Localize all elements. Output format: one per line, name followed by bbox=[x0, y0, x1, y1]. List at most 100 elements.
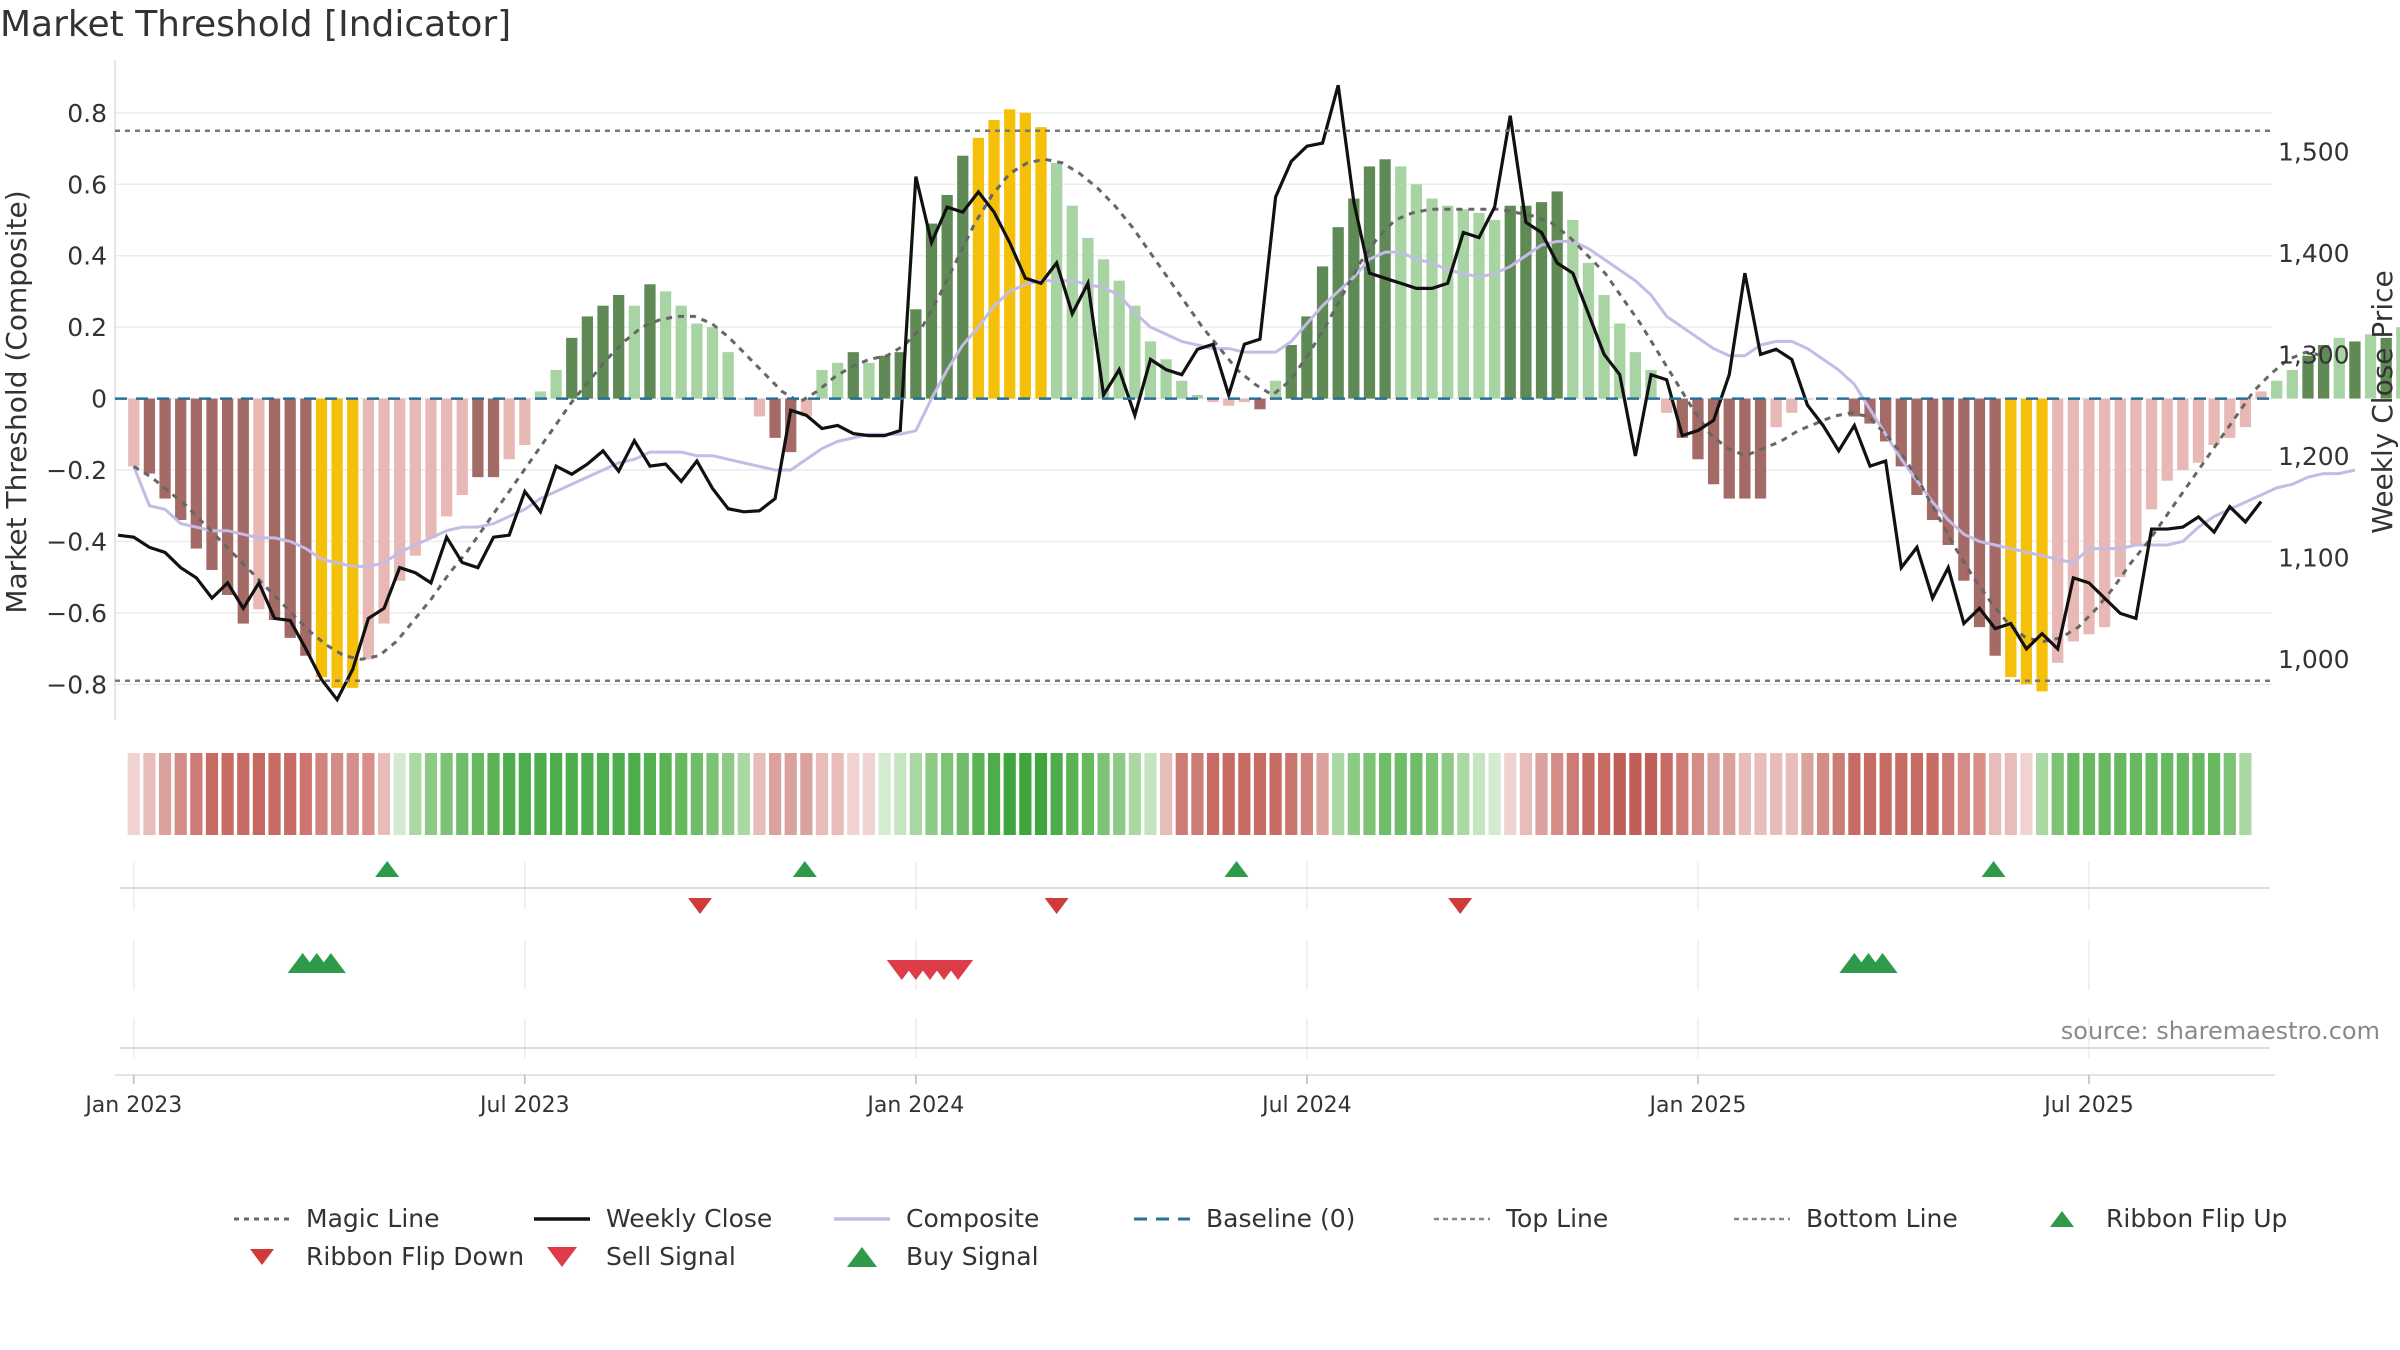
bar bbox=[988, 120, 1000, 399]
ribbon-segment bbox=[1770, 753, 1783, 835]
bar bbox=[1739, 398, 1751, 499]
ribbon-segment bbox=[503, 753, 516, 835]
bar bbox=[268, 398, 281, 620]
ribbon-segment bbox=[925, 753, 938, 835]
ribbon-segment bbox=[158, 753, 172, 835]
bar bbox=[221, 398, 234, 595]
ribbon-segment bbox=[2223, 753, 2236, 835]
ribbon-segment bbox=[753, 753, 766, 835]
ribbon-flip-markers bbox=[120, 861, 2270, 1049]
ribbon-segment bbox=[1504, 753, 1517, 835]
bar bbox=[550, 370, 562, 399]
bar bbox=[925, 223, 938, 399]
ribbon-segment bbox=[1597, 753, 1611, 835]
ribbon-segment bbox=[1691, 753, 1705, 835]
bar bbox=[1707, 398, 1720, 485]
ribbon-segment bbox=[1128, 753, 1141, 835]
bar bbox=[2224, 398, 2236, 438]
ribbon-segment bbox=[1441, 753, 1454, 835]
bar bbox=[785, 398, 797, 453]
ribbon-segment bbox=[1347, 753, 1360, 835]
y-tick-label: 0.4 bbox=[67, 242, 107, 271]
ribbon-segment bbox=[2035, 753, 2049, 835]
ribbon-flip-up-marker bbox=[1224, 861, 1249, 877]
flipup-swatch-icon bbox=[2050, 1210, 2074, 1227]
bar bbox=[847, 352, 859, 399]
bar bbox=[863, 362, 875, 399]
ribbon-segment bbox=[643, 753, 657, 835]
ribbon-segment bbox=[1472, 753, 1486, 835]
series-lines bbox=[117, 84, 2356, 703]
ribbon-segment bbox=[1206, 753, 1220, 835]
bar bbox=[581, 316, 594, 399]
bar bbox=[1082, 237, 1094, 399]
bar bbox=[472, 398, 484, 478]
ribbon-segment bbox=[987, 753, 1001, 835]
bar bbox=[487, 398, 500, 478]
ribbon-segment bbox=[2239, 753, 2252, 835]
ribbon-segment bbox=[1863, 753, 1877, 835]
ribbon-segment bbox=[1676, 753, 1689, 835]
bar bbox=[1269, 380, 1282, 399]
ribbon-segment bbox=[1191, 753, 1204, 835]
bar bbox=[800, 398, 812, 417]
bar bbox=[1129, 305, 1141, 399]
bar bbox=[1582, 262, 1595, 399]
legend-swatch-marker bbox=[250, 1248, 274, 1265]
ribbon-segment bbox=[1535, 753, 1548, 835]
ribbon-segment bbox=[1644, 753, 1658, 835]
bar bbox=[143, 398, 156, 474]
weekly-close-line bbox=[117, 84, 2263, 703]
bar bbox=[175, 398, 187, 520]
x-tick-label: Jan 2025 bbox=[1647, 1093, 1746, 1118]
legend-label: Magic Line bbox=[306, 1204, 440, 1233]
ribbon-segment bbox=[299, 753, 312, 835]
ribbon-segment bbox=[628, 753, 641, 835]
bar bbox=[1676, 398, 1688, 438]
bar bbox=[284, 398, 296, 638]
ribbon-segment bbox=[393, 753, 406, 835]
ribbon-segment bbox=[1723, 753, 1736, 835]
baseline-swatch-icon bbox=[1134, 1217, 1190, 1220]
ribbon-segment bbox=[362, 753, 375, 835]
bar bbox=[1567, 220, 1579, 399]
ribbon-segment bbox=[377, 753, 391, 835]
bar bbox=[1066, 205, 1078, 399]
ribbon-segment bbox=[1222, 753, 1235, 835]
ribbon-segment bbox=[1895, 753, 1908, 835]
bar bbox=[722, 352, 734, 399]
sell-signal-marker bbox=[943, 960, 974, 980]
bar bbox=[1926, 398, 1939, 520]
ribbon-segment bbox=[941, 753, 954, 835]
bar bbox=[2036, 398, 2048, 692]
bar bbox=[2099, 398, 2111, 628]
ribbon-segment bbox=[1754, 753, 1767, 835]
bar bbox=[2067, 398, 2079, 642]
ribbon-segment bbox=[518, 753, 531, 835]
legend-item-baseline: Baseline (0) bbox=[1132, 1204, 1355, 1233]
bar bbox=[894, 352, 906, 399]
y2-tick-label: 1,200 bbox=[2278, 442, 2350, 471]
bar bbox=[706, 327, 719, 399]
y-tick-label: 0.8 bbox=[67, 99, 107, 128]
bar bbox=[1958, 398, 1970, 581]
ribbon-segment bbox=[1113, 753, 1126, 835]
legend-label: Bottom Line bbox=[1806, 1204, 1958, 1233]
source-label: source: sharemaestro.com bbox=[2061, 1017, 2380, 1045]
bar bbox=[1989, 398, 2001, 656]
bar bbox=[1973, 398, 1986, 628]
ribbon-segment bbox=[1160, 753, 1173, 835]
bar bbox=[1488, 220, 1501, 399]
bar bbox=[1442, 205, 1454, 399]
ribbon-segment bbox=[284, 753, 297, 835]
ribbon-segment bbox=[894, 753, 907, 835]
legend-label: Ribbon Flip Up bbox=[2106, 1204, 2288, 1233]
ribbon-segment bbox=[784, 753, 797, 835]
ribbon-segment bbox=[1942, 753, 1955, 835]
bar bbox=[2286, 370, 2298, 399]
ribbon-segment bbox=[1410, 753, 1423, 835]
ribbon-segment bbox=[1050, 753, 1063, 835]
bar bbox=[1535, 202, 1548, 399]
ribbon-segment bbox=[487, 753, 500, 835]
bar bbox=[2083, 398, 2095, 635]
